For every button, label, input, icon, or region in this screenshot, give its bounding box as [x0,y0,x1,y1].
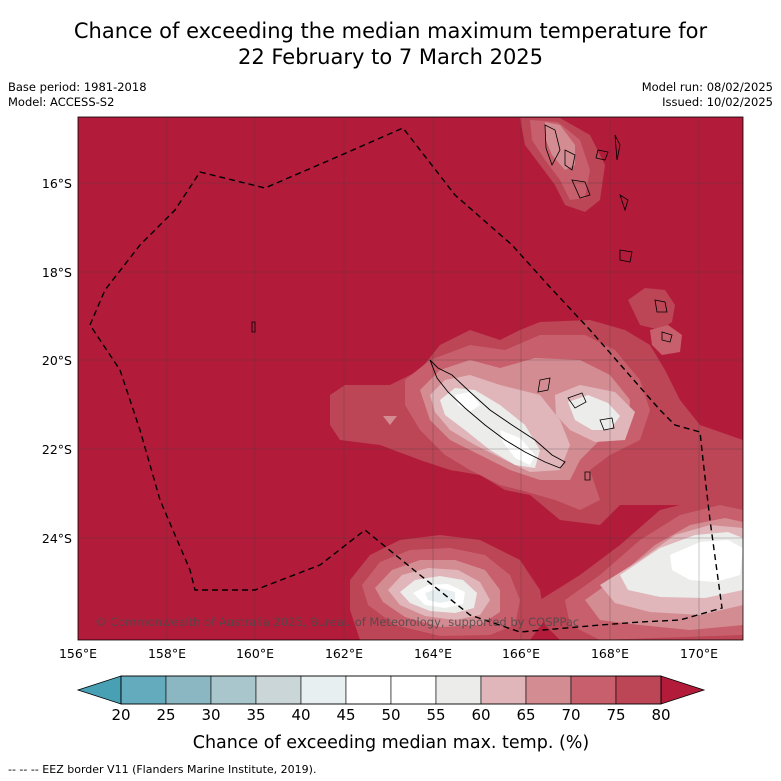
eez-border [89,127,723,633]
colorbar-segment [300,675,347,705]
lon-tick-label: 164°E [414,646,452,661]
contour-65-vanuatu [545,122,575,170]
colorbar-segments [120,675,662,705]
colorbar-segment [120,675,167,705]
lon-tick-label: 162°E [325,646,363,661]
colorbar-tick-label: 65 [516,706,535,724]
vanuatu-islands-outline [544,124,673,343]
contour-70-vanuatu-s [650,325,682,355]
colorbar-tick-label: 35 [246,706,265,724]
lon-tick-label: 160°E [236,646,274,661]
colorbar-segment [525,675,572,705]
colorbar-frame [120,675,662,705]
lat-tick-label: 16°S [42,176,72,191]
colorbar-tick-label: 30 [201,706,220,724]
contour-45-south [425,588,455,603]
colorbar-segment [480,675,527,705]
contour-75-vanuatu-s [628,288,675,330]
contour-70-west-arrow [383,416,397,425]
colorbar-segment [615,675,662,705]
colorbar-tick-label: 20 [111,706,130,724]
map-area: © Commonwealth of Australia 2025, Bureau… [78,117,743,640]
copyright-text: © Commonwealth of Australia 2025, Bureau… [95,615,579,629]
colorbar-segment [345,675,392,705]
contour-50-se [670,540,743,582]
colorbar-tick-label: 45 [336,706,355,724]
colorbar-segment [570,675,617,705]
grid-lines [78,117,743,640]
colorbar: 20 25 30 35 40 45 50 55 60 65 70 75 80 Chance of exc… [76,675,706,753]
lat-tick-label: 20°S [42,353,72,368]
colorbar-segment [390,675,437,705]
colorbar-segment [210,675,257,705]
colorbar-tick-label: 25 [156,706,175,724]
small-islands-outline [251,321,591,481]
meta-left: Base period: 1981-2018 Model: ACCESS-S2 [8,80,147,110]
chart-title: Chance of exceeding the median maximum t… [0,18,781,70]
lat-axis: 16°S 18°S 20°S 22°S 24°S [42,176,72,546]
contour-55-loyalty-inner [568,395,620,430]
colorbar-segment [435,675,482,705]
meta-right: Model run: 08/02/2025 Issued: 10/02/2025 [642,80,773,110]
colorbar-tick-label: 55 [426,706,445,724]
colorbar-label: Chance of exceeding median max. temp. (%… [193,733,590,753]
model-name: Model: ACCESS-S2 [8,95,115,109]
colorbar-segment [255,675,302,705]
colorbar-tick-label: 70 [561,706,580,724]
issued-date: Issued: 10/02/2025 [662,95,773,109]
colorbar-over-arrow [660,675,706,705]
eez-legend: -- -- -- EEZ border V11 (Flanders Marine… [8,763,317,776]
lon-tick-label: 158°E [148,646,186,661]
base-period: Base period: 1981-2018 [8,80,147,94]
colorbar-tick-label: 80 [651,706,670,724]
loyalty-islands-outline [537,377,615,431]
lon-tick-label: 156°E [59,646,97,661]
title-line-2: 22 February to 7 March 2025 [237,45,544,69]
title-line-1: Chance of exceeding the median maximum t… [73,19,708,43]
colorbar-tick-label: 40 [291,706,310,724]
colorbar-tick-label: 75 [606,706,625,724]
lon-tick-label: 170°E [680,646,718,661]
colorbar-segment [165,675,212,705]
map-frame [77,116,744,641]
model-run: Model run: 08/02/2025 [641,80,773,94]
lon-tick-label: 168°E [591,646,629,661]
colorbar-tick-label: 50 [381,706,400,724]
lat-tick-label: 24°S [42,531,72,546]
lon-axis: 156°E 158°E 160°E 162°E 164°E 166°E 168°… [59,646,718,661]
colorbar-tick-label: 60 [471,706,490,724]
colorbar-ticks: 20 25 30 35 40 45 50 55 60 65 70 75 80 [111,706,670,724]
new-caledonia-outline [429,359,566,469]
lat-tick-label: 18°S [42,265,72,280]
lon-tick-label: 166°E [502,646,540,661]
colorbar-under-arrow [76,675,122,705]
lat-tick-label: 22°S [42,442,72,457]
contour-50-central [455,392,480,412]
